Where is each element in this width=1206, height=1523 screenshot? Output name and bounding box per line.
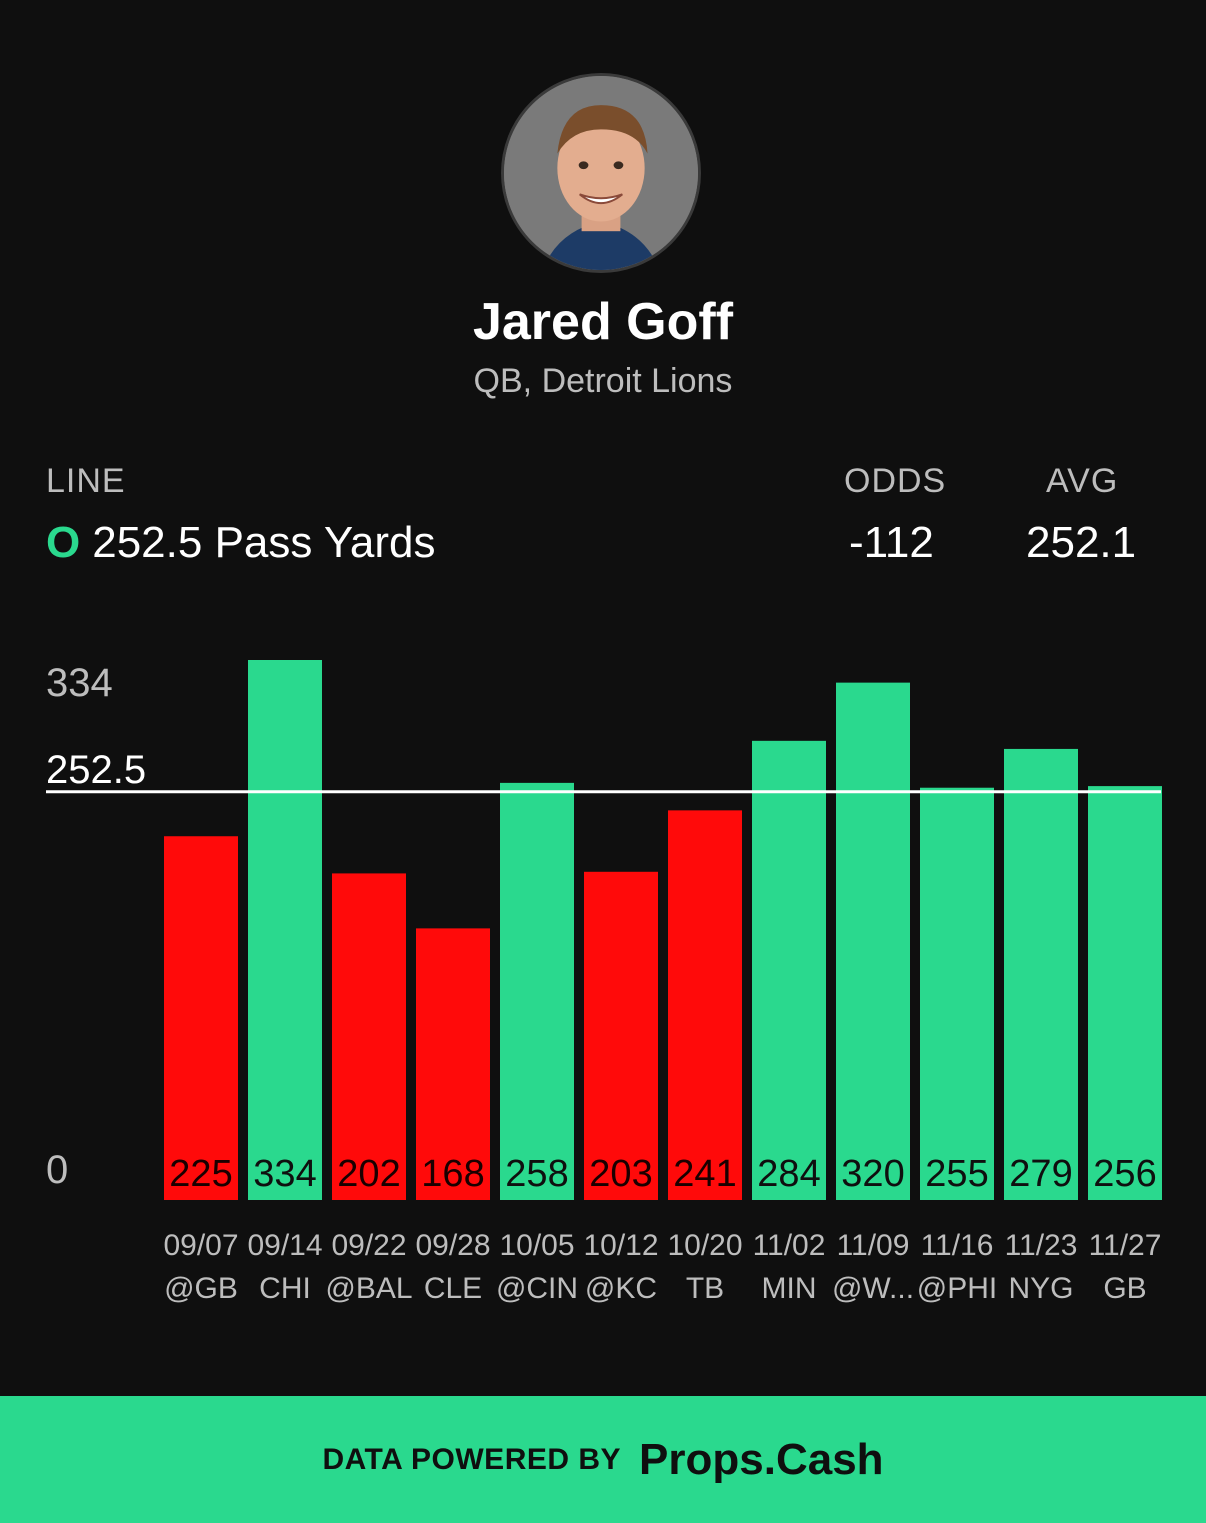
x-tick-opponent: NYG <box>1008 1272 1073 1305</box>
x-tick-opponent: @PHI <box>917 1272 997 1305</box>
x-tick-opponent: @CIN <box>496 1272 578 1305</box>
x-tick-date: 10/12 <box>583 1229 658 1262</box>
bar-2 <box>248 660 322 1200</box>
x-tick-date: 11/23 <box>1005 1229 1078 1262</box>
bar-value-label: 202 <box>337 1153 400 1195</box>
x-tick-date: 09/07 <box>163 1229 238 1262</box>
line-value-label: 252.5 <box>46 748 146 792</box>
bar-8 <box>752 740 826 1200</box>
player-avatar <box>501 73 701 273</box>
player-name: Jared Goff <box>472 293 734 351</box>
bar-11 <box>1004 748 1078 1200</box>
x-tick-date: 11/16 <box>921 1229 994 1262</box>
player-headshot-icon <box>504 76 698 270</box>
bar-value-label: 284 <box>757 1153 820 1195</box>
bar-9 <box>836 682 910 1200</box>
x-tick-opponent: @KC <box>585 1272 657 1305</box>
bar-value-label: 334 <box>253 1153 316 1195</box>
x-tick-date: 09/22 <box>331 1229 406 1262</box>
game-log-bar-chart: 334 252.5 0 225 09/07 @GB 334 09/14 CHI 202 09/… <box>46 660 1162 1305</box>
bar-value-label: 241 <box>673 1153 736 1195</box>
brand-logo: Props.Cash <box>639 1434 884 1484</box>
x-tick-date: 10/20 <box>667 1229 742 1262</box>
bar-value-label: 168 <box>421 1153 484 1195</box>
bar-value-label: 320 <box>841 1153 904 1195</box>
odds-value: -112 <box>849 518 934 567</box>
x-tick-date: 09/14 <box>247 1229 322 1262</box>
x-tick-date: 11/02 <box>753 1229 826 1262</box>
bar-value-label: 203 <box>589 1153 652 1195</box>
bar-12 <box>1088 786 1162 1200</box>
bar-7 <box>668 810 742 1200</box>
bar-1 <box>164 836 238 1200</box>
avg-value: 252.1 <box>1026 518 1137 567</box>
y-axis-zero-label: 0 <box>46 1148 68 1192</box>
over-under-indicator: O <box>46 518 81 567</box>
bar-value-label: 279 <box>1009 1153 1072 1195</box>
player-position-team: QB, Detroit Lions <box>473 362 733 400</box>
bar-value-label: 225 <box>169 1153 232 1195</box>
avg-label: AVG <box>1046 462 1119 500</box>
bar-value-label: 255 <box>925 1153 988 1195</box>
x-tick-opponent: @W... <box>832 1272 914 1305</box>
bar-value-label: 256 <box>1093 1153 1156 1195</box>
x-tick-opponent: @GB <box>164 1272 238 1305</box>
bar-3 <box>332 873 406 1200</box>
bar-6 <box>584 871 658 1200</box>
x-tick-date: 11/27 <box>1089 1229 1162 1262</box>
x-tick-opponent: GB <box>1103 1272 1146 1305</box>
line-value: O 252.5 Pass Yards <box>46 518 436 568</box>
line-label: LINE <box>46 462 126 500</box>
x-tick-opponent: @BAL <box>325 1272 412 1305</box>
x-tick-date: 10/05 <box>499 1229 574 1262</box>
x-tick-opponent: CHI <box>259 1272 311 1305</box>
odds-label: ODDS <box>844 462 947 500</box>
x-tick-opponent: CLE <box>424 1272 482 1305</box>
x-tick-opponent: TB <box>686 1272 724 1305</box>
footer-banner: DATA POWERED BY Props.Cash <box>0 1396 1206 1523</box>
bar-4 <box>416 928 490 1200</box>
x-tick-opponent: MIN <box>762 1272 817 1305</box>
bar-value-label: 258 <box>505 1153 568 1195</box>
x-tick-date: 11/09 <box>837 1229 910 1262</box>
powered-by-text: DATA POWERED BY <box>322 1442 622 1476</box>
y-axis-max-label: 334 <box>46 661 113 705</box>
x-tick-date: 09/28 <box>415 1229 490 1262</box>
line-text: 252.5 Pass Yards <box>92 518 436 567</box>
bar-5 <box>500 782 574 1200</box>
bar-10 <box>920 787 994 1200</box>
